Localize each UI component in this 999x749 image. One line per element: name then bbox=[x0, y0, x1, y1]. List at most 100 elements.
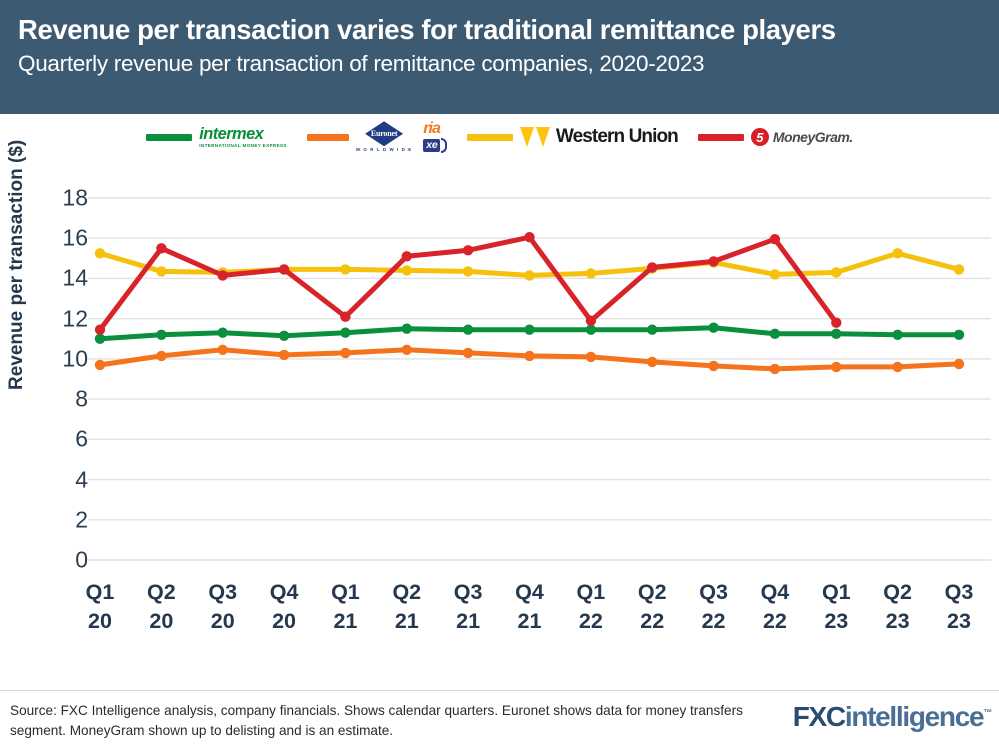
data-point[interactable] bbox=[278, 264, 290, 275]
chart-legend: intermex INTERNATIONAL MONEY EXPRESS Eur… bbox=[0, 114, 999, 160]
data-point[interactable] bbox=[953, 264, 965, 275]
data-point[interactable] bbox=[831, 317, 842, 328]
x-axis-tick: Q3 23 bbox=[944, 580, 974, 633]
data-point[interactable] bbox=[769, 328, 781, 339]
x-axis-tick: Q2 21 bbox=[392, 580, 422, 633]
ria-xe-logo: ria xe bbox=[423, 120, 448, 153]
data-point[interactable] bbox=[831, 328, 842, 339]
data-point[interactable] bbox=[462, 245, 474, 256]
data-point[interactable] bbox=[217, 344, 228, 355]
y-axis-tick: 6 bbox=[75, 425, 88, 452]
y-axis-tick: 14 bbox=[62, 264, 88, 291]
data-point[interactable] bbox=[524, 232, 535, 243]
x-axis-tick: Q2 22 bbox=[637, 580, 667, 633]
ria-logo-wordmark: ria bbox=[423, 120, 441, 137]
data-point[interactable] bbox=[769, 234, 781, 245]
y-axis-tick: 12 bbox=[62, 305, 88, 332]
data-point[interactable] bbox=[585, 324, 597, 335]
moneygram-mark-icon: 5 bbox=[750, 128, 769, 146]
data-point[interactable] bbox=[953, 329, 965, 340]
fxc-logo-part-a: FXC bbox=[792, 701, 846, 732]
data-point[interactable] bbox=[340, 327, 351, 338]
data-point[interactable] bbox=[769, 269, 781, 280]
data-point[interactable] bbox=[278, 330, 290, 341]
data-point[interactable] bbox=[278, 349, 290, 361]
chart-plot-area: Revenue per transaction ($) 18 16 14 12 10 8 6… bbox=[0, 140, 999, 690]
data-point[interactable] bbox=[708, 322, 719, 333]
x-axis-tick: Q3 22 bbox=[699, 580, 728, 633]
y-axis-tick-labels: 18 16 14 12 10 8 6 4 2 0 bbox=[18, 160, 88, 690]
x-axis-tick: Q1 21 bbox=[331, 580, 360, 633]
data-point[interactable] bbox=[708, 256, 719, 267]
intermex-logo-wordmark: intermex bbox=[199, 124, 264, 143]
data-point[interactable] bbox=[953, 358, 965, 370]
data-point[interactable] bbox=[340, 264, 351, 275]
chart-footer: Source: FXC Intelligence analysis, compa… bbox=[0, 690, 999, 749]
page-title: Revenue per transaction varies for tradi… bbox=[18, 14, 836, 45]
data-point[interactable] bbox=[892, 361, 903, 373]
data-point[interactable] bbox=[647, 262, 658, 273]
data-point[interactable] bbox=[585, 268, 597, 279]
data-point[interactable] bbox=[340, 311, 351, 322]
data-point[interactable] bbox=[892, 248, 903, 259]
data-point[interactable] bbox=[708, 360, 719, 372]
data-point[interactable] bbox=[831, 361, 842, 373]
x-axis-tick: Q4 22 bbox=[760, 580, 790, 633]
x-axis-tick: Q3 21 bbox=[453, 580, 483, 633]
data-point[interactable] bbox=[524, 324, 535, 335]
data-point[interactable] bbox=[94, 324, 106, 335]
euronet-logo-wordmark: Euronet bbox=[370, 128, 398, 138]
data-point[interactable] bbox=[462, 266, 474, 277]
data-point[interactable] bbox=[94, 248, 106, 259]
legend-item-western-union[interactable]: Western Union bbox=[467, 120, 679, 154]
data-point[interactable] bbox=[94, 333, 106, 344]
data-point[interactable] bbox=[401, 344, 412, 355]
data-point[interactable] bbox=[769, 363, 781, 375]
data-point[interactable] bbox=[647, 356, 658, 368]
x-axis-tick: Q3 20 bbox=[208, 580, 238, 633]
legend-swatch-euronet bbox=[306, 133, 349, 141]
x-axis-tick: Q1 23 bbox=[821, 580, 851, 633]
data-point[interactable] bbox=[401, 323, 412, 334]
data-point[interactable] bbox=[340, 347, 351, 359]
legend-item-moneygram[interactable]: 5 MoneyGram. bbox=[697, 120, 853, 154]
intermex-logo-tagline: INTERNATIONAL MONEY EXPRESS bbox=[199, 142, 287, 148]
y-axis-tick: 2 bbox=[75, 506, 88, 533]
chart-header: Revenue per transaction varies for tradi… bbox=[0, 0, 999, 114]
euronet-logo-tagline: W O R L D W I D E bbox=[355, 147, 413, 153]
x-axis-tick: Q2 23 bbox=[883, 580, 912, 633]
legend-swatch-moneygram bbox=[697, 133, 744, 141]
fxc-intelligence-logo: FXCintelligence™ bbox=[792, 701, 993, 732]
page-subtitle: Quarterly revenue per transaction of rem… bbox=[18, 51, 705, 77]
data-point[interactable] bbox=[156, 350, 167, 362]
data-point[interactable] bbox=[156, 329, 167, 340]
data-point[interactable] bbox=[524, 270, 535, 281]
data-point[interactable] bbox=[462, 347, 474, 359]
data-point[interactable] bbox=[401, 251, 412, 262]
source-note: Source: FXC Intelligence analysis, compa… bbox=[10, 703, 743, 738]
data-point[interactable] bbox=[156, 243, 167, 254]
data-point[interactable] bbox=[401, 265, 412, 276]
data-point[interactable] bbox=[217, 327, 228, 338]
data-point[interactable] bbox=[462, 324, 474, 335]
legend-item-intermex[interactable]: intermex INTERNATIONAL MONEY EXPRESS bbox=[146, 120, 287, 154]
fxc-logo-part-b: intelligence bbox=[844, 701, 985, 732]
data-point[interactable] bbox=[892, 329, 903, 340]
data-point[interactable] bbox=[585, 315, 597, 326]
data-point[interactable] bbox=[217, 270, 228, 281]
xe-arc-icon bbox=[441, 138, 448, 153]
legend-item-euronet-ria-xe[interactable]: Euronet W O R L D W I D E ria xe bbox=[306, 120, 448, 154]
moneygram-logo-wordmark: MoneyGram. bbox=[772, 129, 853, 145]
data-point[interactable] bbox=[831, 267, 842, 278]
data-point[interactable] bbox=[94, 359, 106, 371]
x-axis-tick: Q4 20 bbox=[269, 580, 299, 633]
data-point[interactable] bbox=[524, 350, 535, 362]
y-axis-tick: 8 bbox=[75, 385, 88, 412]
data-point[interactable] bbox=[156, 266, 167, 277]
data-point[interactable] bbox=[585, 351, 597, 363]
intermex-logo: intermex INTERNATIONAL MONEY EXPRESS bbox=[199, 126, 287, 149]
euronet-logo: Euronet W O R L D W I D E bbox=[356, 121, 412, 152]
data-point[interactable] bbox=[647, 324, 658, 335]
western-union-logo: Western Union bbox=[520, 126, 679, 148]
x-axis-tick: Q1 20 bbox=[85, 580, 115, 633]
